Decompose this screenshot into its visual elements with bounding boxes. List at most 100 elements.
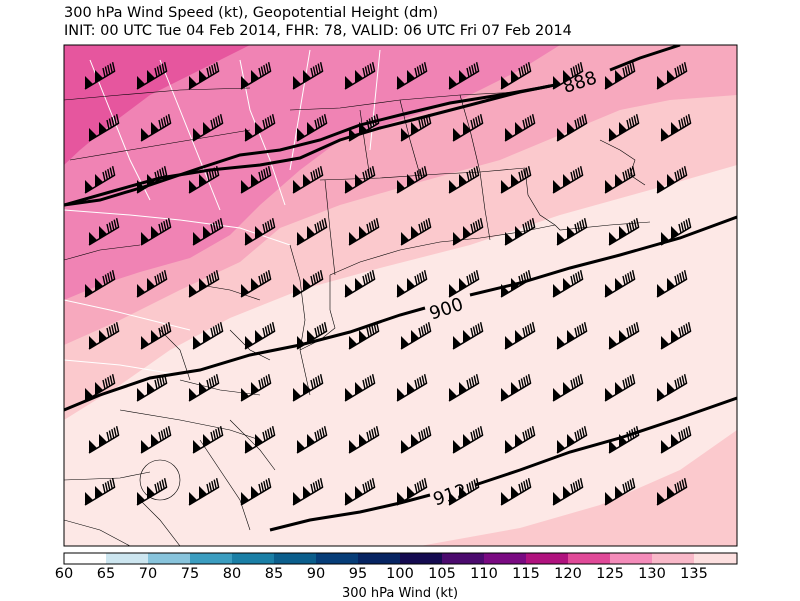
colorbar-tick-label: 110 [470, 566, 498, 582]
map-title: 300 hPa Wind Speed (kt), Geopotential He… [64, 5, 439, 21]
wind-barb [292, 270, 324, 298]
wind-barb [88, 218, 120, 246]
wind-barb [552, 62, 584, 90]
colorbar [64, 553, 737, 564]
wind-barb [136, 166, 168, 194]
colorbar-tick-label: 90 [306, 566, 326, 582]
wind-barb [192, 218, 224, 246]
wind-barb [504, 114, 536, 142]
colorbar-tick-label: 115 [512, 566, 540, 582]
colorbar-segment [274, 553, 316, 564]
wind-barb [500, 166, 532, 194]
wind-barb [448, 270, 480, 298]
wind-barb [400, 218, 432, 246]
wind-barb [604, 374, 636, 402]
wind-barb [136, 62, 168, 90]
colorbar-tick-label: 70 [138, 566, 158, 582]
colorbar-segment [400, 553, 442, 564]
colorbar-segment [610, 553, 652, 564]
wind-barb [452, 322, 484, 350]
wind-barb [192, 322, 224, 350]
wind-barb [400, 322, 432, 350]
colorbar-segment [64, 553, 106, 564]
wind-barb [500, 478, 532, 506]
wind-barb [604, 62, 636, 90]
wind-barb [348, 114, 380, 142]
wind-barb [84, 166, 116, 194]
wind-barb [656, 374, 688, 402]
wind-barb [656, 270, 688, 298]
colorbar-tick-label: 120 [554, 566, 582, 582]
contour-888-east [609, 45, 681, 72]
wind-barb [344, 374, 376, 402]
wind-barb [396, 374, 428, 402]
colorbar-tick-label: 60 [54, 566, 74, 582]
colorbar-tick-label: 85 [264, 566, 284, 582]
wind-barb [452, 426, 484, 454]
colorbar-segment [316, 553, 358, 564]
wind-barb [656, 166, 688, 194]
wind-barb [244, 218, 276, 246]
wind-barb [396, 270, 428, 298]
wind-barb [292, 478, 324, 506]
wind-barb [344, 166, 376, 194]
wind-fill-105 [64, 45, 250, 165]
colorbar-segment [694, 553, 737, 564]
contour-912-east [474, 396, 737, 487]
wind-barb [500, 374, 532, 402]
wind-barb [84, 270, 116, 298]
wind-barb [344, 478, 376, 506]
wind-barb [604, 478, 636, 506]
wind-barb [140, 114, 172, 142]
wind-barb [192, 114, 224, 142]
wind-barb [452, 114, 484, 142]
wind-barb [660, 114, 692, 142]
wind-barb [608, 114, 640, 142]
colorbar-tick-label: 80 [222, 566, 242, 582]
colorbar-segment [232, 553, 274, 564]
wind-barb [84, 478, 116, 506]
colorbar-tick-label: 65 [96, 566, 116, 582]
wind-barb [396, 166, 428, 194]
map-subtitle: INIT: 00 UTC Tue 04 Feb 2014, FHR: 78, V… [64, 23, 572, 39]
colorbar-tick-label: 135 [680, 566, 708, 582]
wind-barb [84, 374, 116, 402]
colorbar-segment [442, 553, 484, 564]
wind-barb [608, 218, 640, 246]
wind-barb [348, 218, 380, 246]
wind-barb [240, 270, 272, 298]
wind-barb [552, 374, 584, 402]
colorbar-frame [63, 552, 738, 565]
colorbar-segment [106, 553, 148, 564]
wind-barb [244, 114, 276, 142]
wind-barb [604, 166, 636, 194]
wind-barb [240, 166, 272, 194]
wind-barb [244, 322, 276, 350]
wind-barb [396, 62, 428, 90]
wind-barb [660, 322, 692, 350]
wind-barb [188, 478, 220, 506]
wind-barb [188, 166, 220, 194]
wind-barb [448, 374, 480, 402]
colorbar-segment [652, 553, 694, 564]
wind-barb [240, 478, 272, 506]
wind-barb [552, 270, 584, 298]
colorbar-segment [484, 553, 526, 564]
colorbar-label: 300 hPa Wind (kt) [341, 586, 459, 601]
contour-900-west [64, 306, 426, 412]
wind-barb [292, 166, 324, 194]
colorbar-tick-label: 125 [596, 566, 624, 582]
wind-barb [556, 322, 588, 350]
wind-barb [344, 270, 376, 298]
wind-barb [556, 114, 588, 142]
map-area: 888 900 912 [64, 45, 737, 546]
wind-barb [608, 322, 640, 350]
wind-barb [292, 62, 324, 90]
colorbar-segment [190, 553, 232, 564]
wind-barb [296, 114, 328, 142]
colorbar-tick-label: 95 [348, 566, 368, 582]
wind-barb [556, 218, 588, 246]
wind-barb [348, 426, 380, 454]
colorbar-tick-label: 100 [386, 566, 414, 582]
